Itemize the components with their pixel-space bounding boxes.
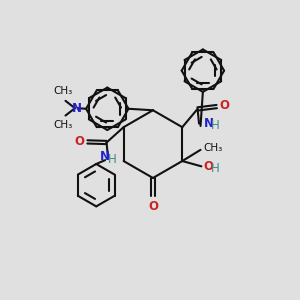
Text: N: N xyxy=(71,102,81,115)
Text: O: O xyxy=(148,200,158,213)
Text: H: H xyxy=(211,162,219,175)
Text: H: H xyxy=(211,119,220,132)
Text: N: N xyxy=(203,117,214,130)
Text: O: O xyxy=(203,160,213,173)
Text: H: H xyxy=(107,153,116,166)
Text: N: N xyxy=(100,150,110,163)
Text: CH₃: CH₃ xyxy=(203,143,222,153)
Text: CH₃: CH₃ xyxy=(53,120,72,130)
Text: O: O xyxy=(74,135,85,148)
Text: O: O xyxy=(220,100,230,112)
Text: CH₃: CH₃ xyxy=(53,86,72,96)
